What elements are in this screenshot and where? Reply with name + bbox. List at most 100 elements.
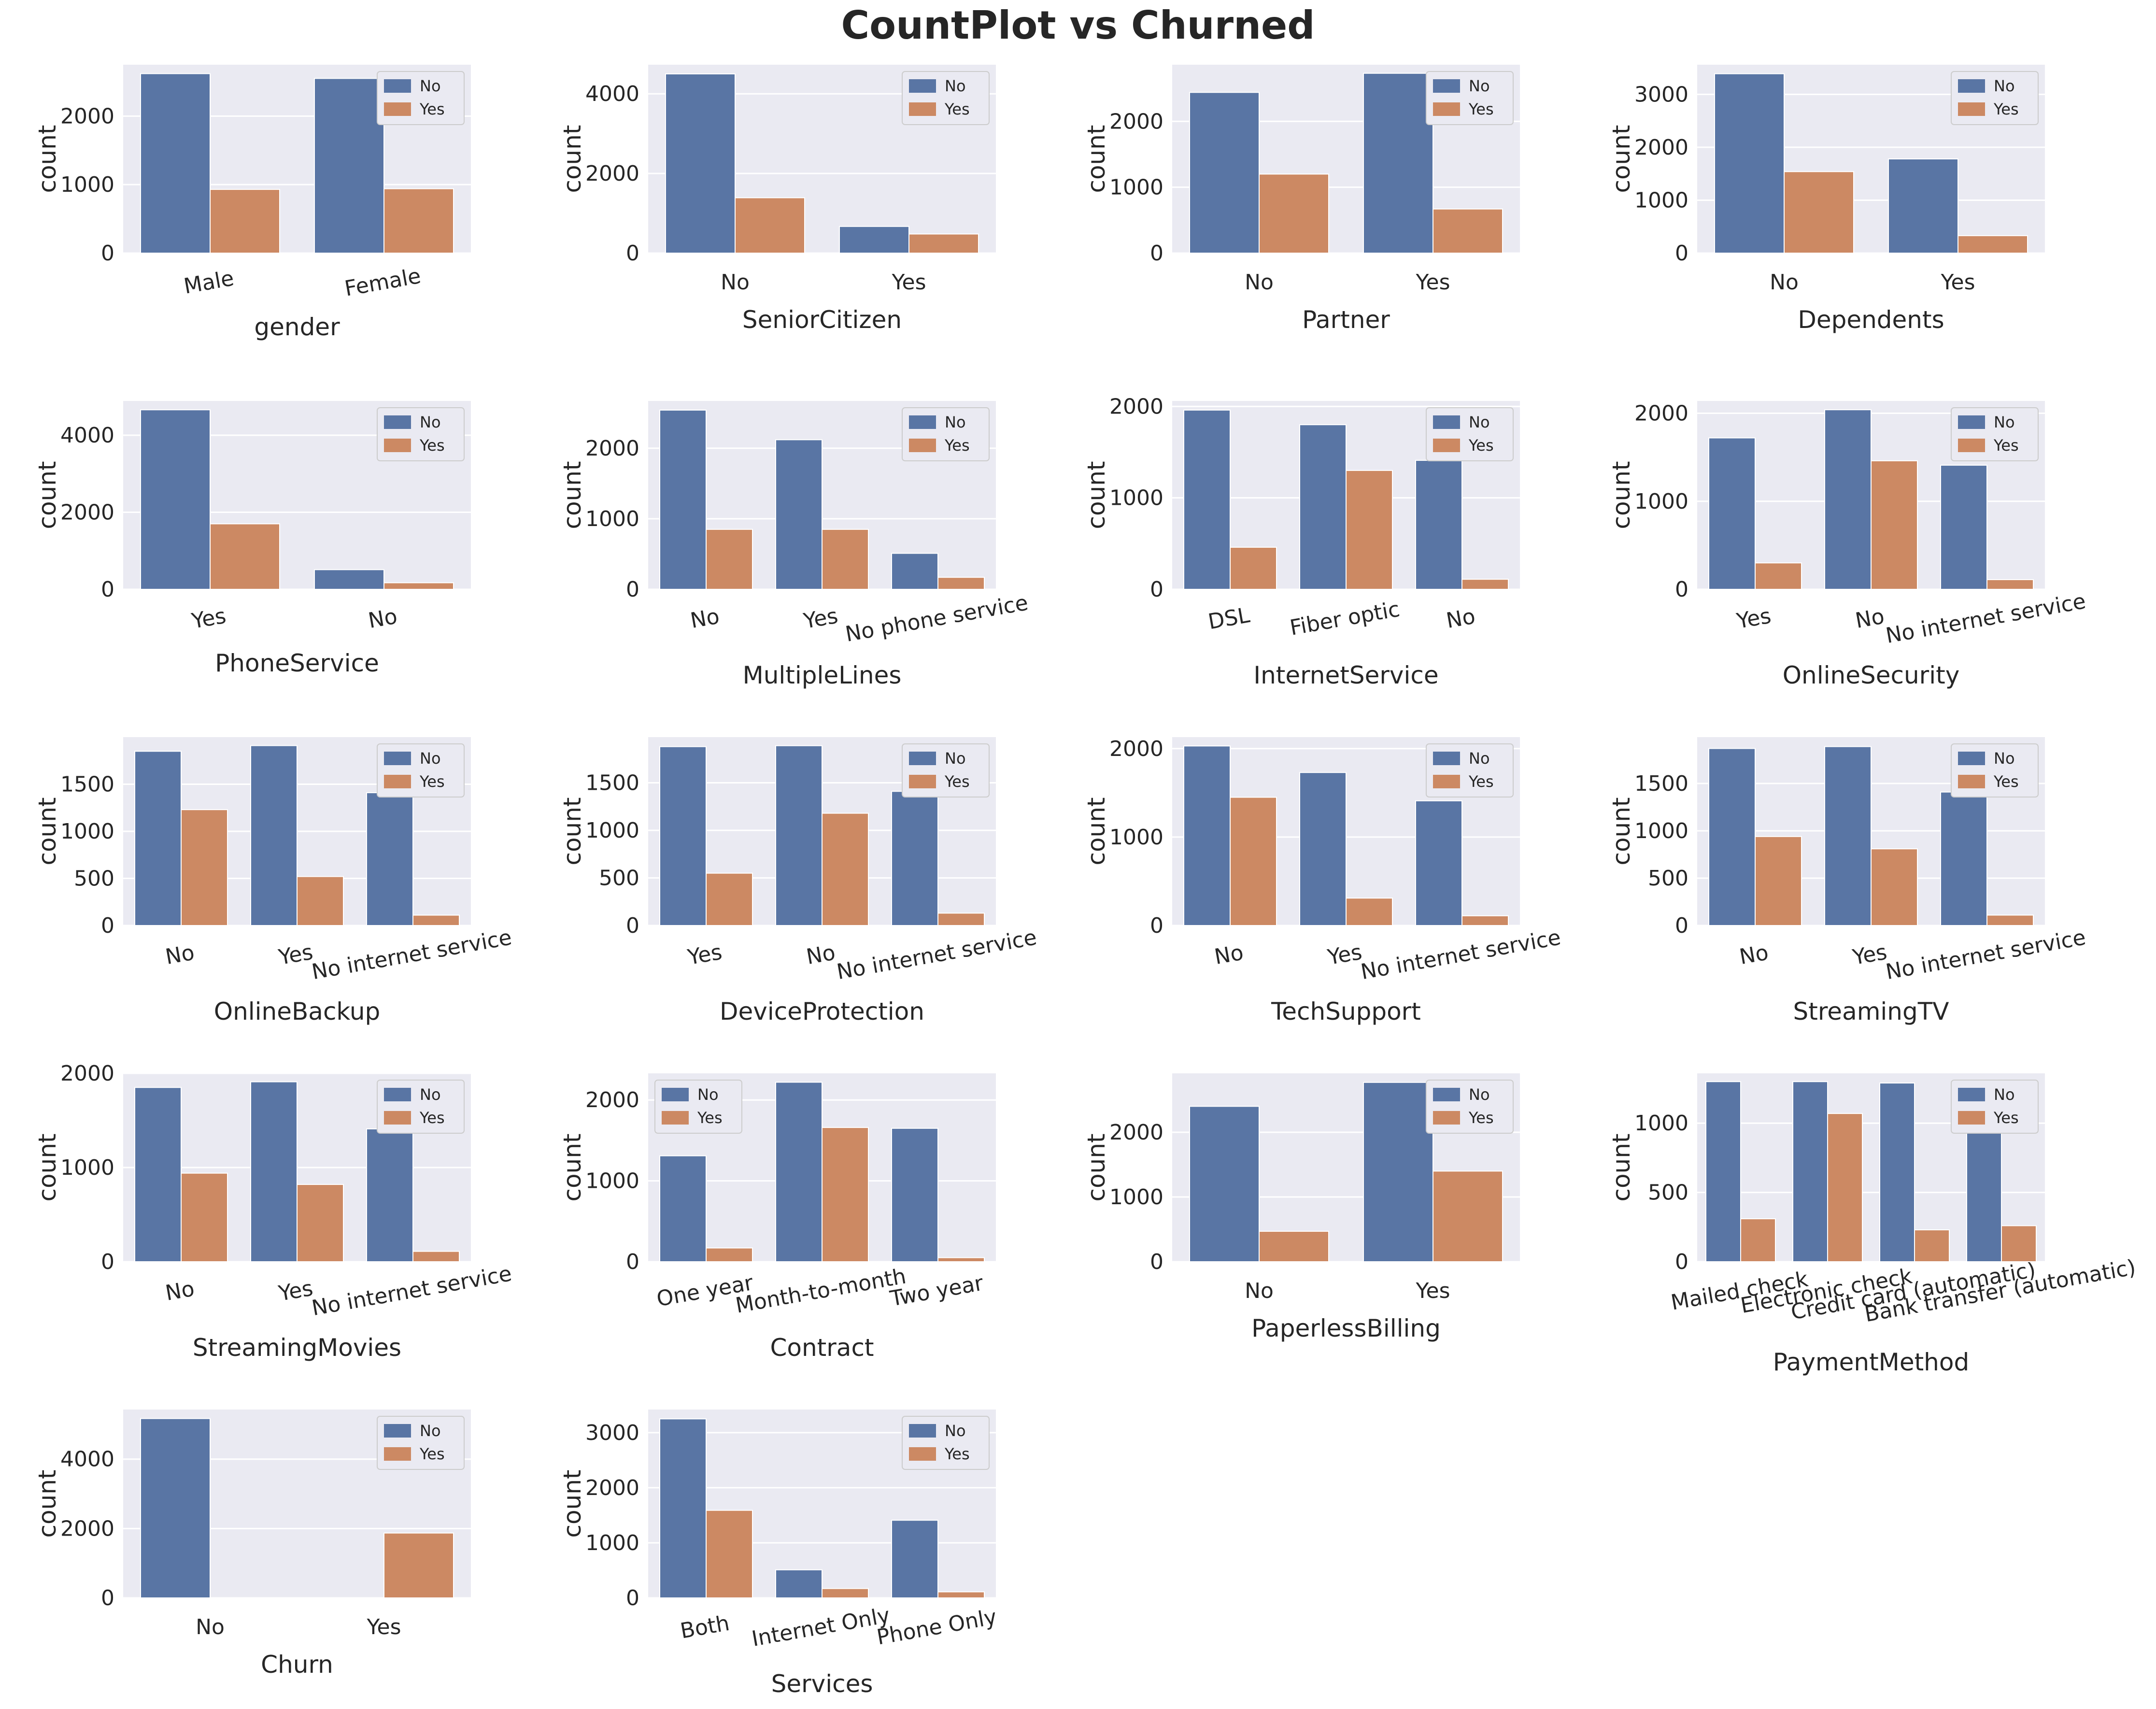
legend-label: No: [1994, 413, 2015, 431]
subplot-gender: 0 1000 2000 Male Female count gender No Yes: [33, 65, 471, 341]
x-axis-label: TechSupport: [1271, 997, 1421, 1025]
legend-label: Yes: [1468, 772, 1494, 791]
bar-no: [1879, 1082, 1915, 1262]
legend-label: No: [420, 1422, 441, 1440]
y-tick-label: 3000: [585, 1421, 639, 1445]
bar-no: [1415, 460, 1462, 590]
bar-no: [1189, 1106, 1260, 1263]
x-tick-label: No internet service: [835, 925, 1039, 984]
x-tick-label: No: [689, 604, 722, 633]
bar-yes: [937, 1591, 985, 1598]
x-axis-label: Services: [771, 1670, 873, 1698]
x-tick-label: No: [1738, 940, 1771, 969]
bar-yes: [1461, 915, 1509, 926]
x-tick-label: No: [1245, 1279, 1274, 1303]
subplot-paperlessbilling: 0 1000 2000 No Yes count PaperlessBilling No Yes: [1082, 1073, 1520, 1342]
x-tick-label: No: [367, 604, 399, 633]
bar-no: [1189, 92, 1260, 254]
y-tick-label: 0: [1150, 1250, 1163, 1274]
y-tick-label: 4000: [60, 1447, 114, 1472]
subplot-partner: 0 1000 2000 No Yes count Partner No Yes: [1082, 65, 1520, 334]
bar-no: [1940, 791, 1987, 926]
bar-yes: [1230, 546, 1277, 590]
y-tick-label: 0: [1150, 913, 1163, 938]
y-tick-label: 2000: [60, 1061, 114, 1086]
subplot-seniorcitizen: 0 2000 4000 No Yes count SeniorCitizen No Yes: [558, 65, 996, 334]
bar-no: [659, 409, 707, 590]
legend-label: No: [1994, 77, 2015, 95]
bar-no: [140, 1418, 211, 1599]
bar-yes: [181, 1172, 228, 1262]
bar-yes: [1259, 173, 1329, 254]
x-tick-label: No: [1245, 270, 1274, 295]
legend-label: Yes: [1993, 100, 2019, 118]
y-tick-label: 500: [1648, 1181, 1688, 1205]
y-tick-label: 0: [101, 1586, 114, 1610]
legend-label: Yes: [419, 772, 445, 791]
bar-no: [250, 1081, 298, 1263]
legend-label: No: [420, 749, 441, 768]
legend: No Yes: [377, 71, 465, 125]
bar-yes: [1230, 797, 1277, 926]
y-tick-label: 2000: [1634, 135, 1688, 160]
legend-swatch-yes: [384, 102, 411, 116]
y-tick-label: 4000: [585, 82, 639, 106]
y-axis-label: count: [1607, 1133, 1635, 1201]
x-tick-label: No: [164, 940, 197, 969]
bar-no: [775, 1082, 823, 1263]
legend-label: No: [1469, 1085, 1490, 1104]
legend-swatch-yes: [909, 1447, 936, 1461]
x-tick-label: No: [805, 940, 837, 969]
y-axis-label: count: [1082, 797, 1110, 865]
bar-yes: [1755, 836, 1802, 926]
bar-no: [1183, 745, 1231, 926]
legend-label: Yes: [1468, 1109, 1494, 1127]
bar-no: [659, 1418, 707, 1599]
x-axis-label: MultipleLines: [743, 661, 902, 689]
bar-yes: [735, 197, 805, 254]
legend-swatch-yes: [662, 1111, 689, 1125]
bar-no: [250, 745, 298, 926]
x-tick-label: No internet service: [1884, 925, 2088, 984]
y-axis-label: count: [1607, 125, 1635, 193]
y-axis-label: count: [33, 461, 61, 529]
bar-yes: [1346, 897, 1393, 926]
y-tick-label: 1000: [1109, 825, 1163, 850]
bar-yes: [822, 812, 869, 926]
legend-swatch-no: [1433, 1088, 1460, 1101]
x-tick-label: Yes: [1325, 940, 1364, 970]
y-tick-label: 1500: [585, 771, 639, 796]
y-tick-label: 1000: [1634, 1111, 1688, 1136]
bar-yes: [706, 1247, 753, 1263]
legend-swatch-yes: [1958, 439, 1985, 452]
y-axis-label: count: [1607, 797, 1635, 865]
y-axis-label: count: [558, 461, 586, 529]
legend-label: No: [1469, 413, 1490, 431]
bar-no: [665, 73, 736, 254]
legend: No Yes: [902, 407, 990, 461]
x-tick-label: Yes: [189, 603, 228, 634]
bar-yes: [297, 876, 344, 926]
y-tick-label: 1000: [585, 507, 639, 531]
bar-yes: [1986, 914, 2034, 926]
bar-yes: [412, 1251, 460, 1263]
legend-swatch-yes: [1433, 775, 1460, 788]
y-tick-label: 2000: [60, 1516, 114, 1541]
y-tick-label: 0: [101, 241, 114, 266]
y-tick-label: 0: [1150, 241, 1163, 266]
bar-no: [1183, 409, 1231, 590]
bar-no: [775, 1569, 823, 1598]
bar-yes: [210, 523, 280, 590]
y-tick-label: 500: [1648, 866, 1688, 891]
legend-swatch-yes: [1958, 102, 1985, 116]
legend-swatch-yes: [1958, 1111, 1985, 1125]
x-axis-label: StreamingMovies: [193, 1334, 401, 1362]
bar-no: [891, 553, 938, 590]
legend-label: Yes: [419, 100, 445, 118]
x-axis-label: Contract: [770, 1334, 874, 1362]
y-tick-label: 2000: [1634, 401, 1688, 426]
y-tick-label: 0: [626, 1586, 639, 1610]
x-tick-label: No: [196, 1615, 225, 1639]
bar-no: [1888, 158, 1958, 254]
